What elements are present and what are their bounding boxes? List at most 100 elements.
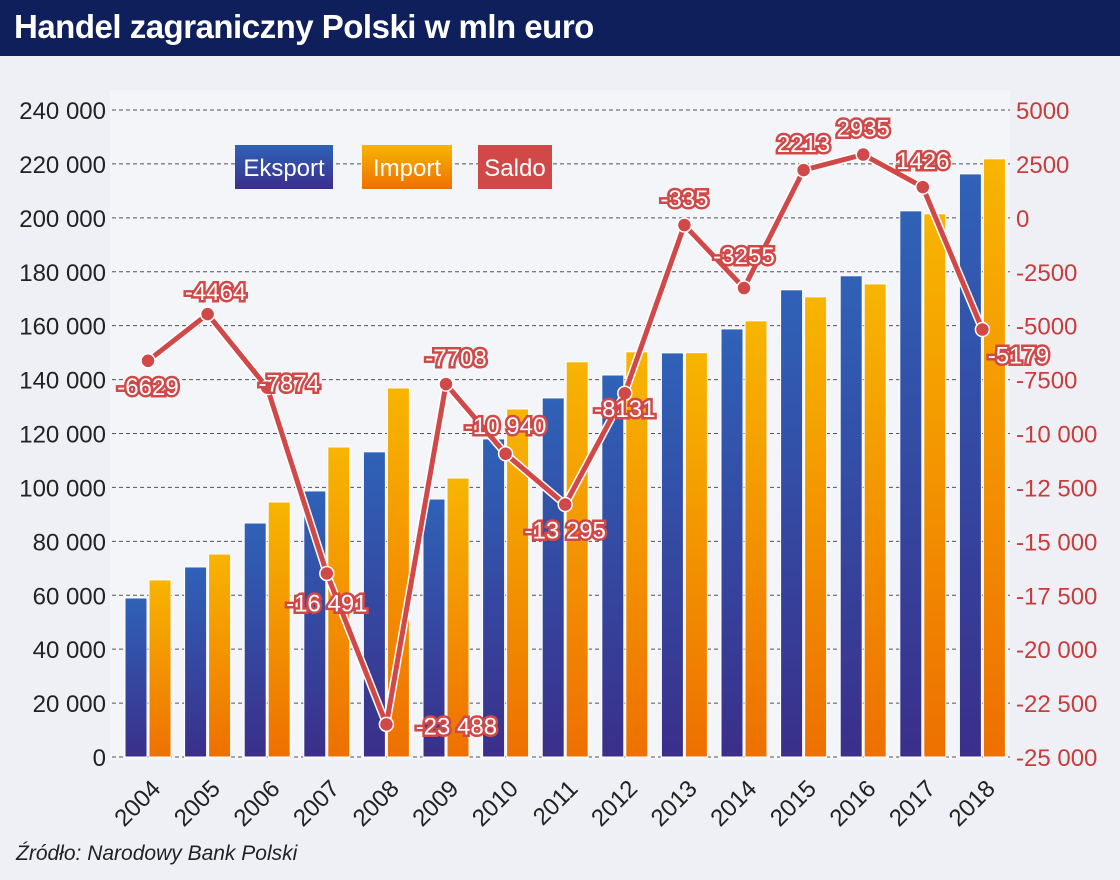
x-tick-label: 2008 [348, 775, 405, 832]
y-left-tick-label: 200 000 [19, 206, 106, 233]
y-right-tick-label: -7500 [1016, 368, 1077, 395]
legend-label: Import [373, 155, 441, 182]
y-right-tick-label: 2500 [1016, 152, 1069, 179]
saldo-data-label: -6629 [117, 374, 178, 401]
saldo-data-label: -8131 [594, 396, 655, 423]
x-tick-label: 2010 [467, 775, 524, 832]
bar-import [446, 477, 470, 758]
y-left-tick-label: 120 000 [19, 422, 106, 449]
y-left-tick-label: 20 000 [33, 691, 106, 718]
saldo-point [319, 565, 335, 582]
x-tick-label: 2013 [646, 775, 703, 832]
bar-import [208, 553, 232, 758]
x-tick-label: 2007 [288, 775, 345, 832]
bar-import [684, 352, 708, 758]
saldo-point [557, 496, 573, 513]
legend-item: Eksport [235, 145, 333, 189]
x-tick-label: 2004 [109, 775, 166, 832]
saldo-data-label: -5179 [988, 343, 1049, 370]
bar-eksport [124, 597, 148, 758]
saldo-point [438, 376, 454, 392]
bar-import [863, 283, 887, 758]
legend-item: Saldo [478, 145, 552, 189]
y-left-tick-label: 220 000 [19, 152, 106, 179]
y-left-tick-label: 240 000 [19, 98, 106, 125]
bar-eksport [541, 397, 565, 758]
bar-import [148, 579, 172, 758]
bar-eksport [422, 498, 446, 758]
bar-eksport [184, 566, 208, 758]
y-left-tick-label: 100 000 [19, 475, 106, 502]
saldo-data-label: -7874 [259, 371, 320, 398]
legend-label: Eksport [243, 155, 325, 182]
saldo-point [736, 280, 752, 296]
x-tick-label: 2014 [705, 775, 762, 832]
bar-import [565, 361, 589, 758]
saldo-point [140, 353, 156, 369]
saldo-data-label: 1426 [896, 148, 949, 175]
saldo-data-label: 2935 [837, 116, 890, 143]
saldo-point [497, 446, 514, 462]
saldo-data-label: -3255 [713, 243, 774, 270]
saldo-data-label: -23 488 [416, 713, 497, 740]
saldo-point [676, 217, 693, 233]
chart-title: Handel zagraniczny Polski w mln euro [14, 8, 594, 45]
bar-import [506, 408, 530, 758]
y-right-tick-label: -15 000 [1016, 529, 1097, 556]
bar-import [744, 320, 768, 758]
legend-swatch [362, 145, 452, 189]
y-left-tick-label: 60 000 [33, 583, 106, 610]
x-tick-label: 2005 [169, 775, 226, 832]
x-tick-label: 2016 [825, 775, 882, 832]
y-right-tick-label: -10 000 [1016, 422, 1097, 449]
y-left-tick-label: 160 000 [19, 314, 106, 341]
bar-eksport [958, 173, 982, 758]
x-tick-label: 2015 [765, 775, 822, 832]
y-right-tick-label: -20 000 [1016, 637, 1097, 664]
bar-eksport [243, 522, 267, 758]
legend-swatch [478, 145, 552, 189]
saldo-data-label: -7708 [425, 345, 486, 372]
bar-eksport [601, 374, 625, 758]
x-tick-label: 2012 [586, 775, 643, 832]
bar-eksport [720, 328, 744, 758]
y-right-tick-label: 0 [1016, 206, 1029, 233]
saldo-point [915, 179, 931, 195]
y-right-tick-label: -5000 [1016, 314, 1077, 341]
x-tick-label: 2018 [944, 775, 1001, 832]
saldo-point [378, 716, 395, 733]
bar-import [923, 213, 947, 758]
saldo-data-label: -16 491 [286, 590, 367, 617]
y-right-tick-label: -22 500 [1016, 691, 1097, 718]
y-left-tick-label: 0 [93, 745, 106, 772]
saldo-point [259, 379, 275, 396]
bar-import [804, 296, 828, 758]
saldo-data-label: 2213 [777, 131, 830, 158]
x-tick-label: 2011 [528, 775, 584, 831]
bar-eksport [899, 210, 923, 758]
y-left-tick-label: 140 000 [19, 368, 106, 395]
legend-swatch [235, 145, 333, 189]
legend-item: Import [362, 145, 452, 189]
saldo-data-label: -335 [660, 186, 708, 213]
x-tick-label: 2009 [407, 775, 464, 832]
y-left-tick-label: 80 000 [33, 529, 106, 556]
x-tick-label: 2017 [884, 775, 941, 832]
y-right-tick-label: -17 500 [1016, 583, 1097, 610]
legend-label: Saldo [484, 155, 545, 182]
bar-import [267, 501, 291, 758]
y-right-tick-label: 5000 [1016, 98, 1069, 125]
y-left-tick-label: 40 000 [33, 637, 106, 664]
saldo-data-label: -4464 [185, 279, 246, 306]
title-bar: Handel zagraniczny Polski w mln euro [0, 0, 1120, 56]
saldo-point [974, 321, 991, 338]
saldo-point [855, 146, 871, 163]
saldo-point [617, 385, 633, 401]
y-left-tick-label: 180 000 [19, 260, 106, 287]
bar-eksport [780, 289, 804, 758]
saldo-data-label: -10 940 [465, 413, 546, 440]
bar-eksport [660, 352, 684, 758]
y-right-tick-label: -25 000 [1016, 745, 1097, 772]
bar-import [982, 158, 1006, 758]
